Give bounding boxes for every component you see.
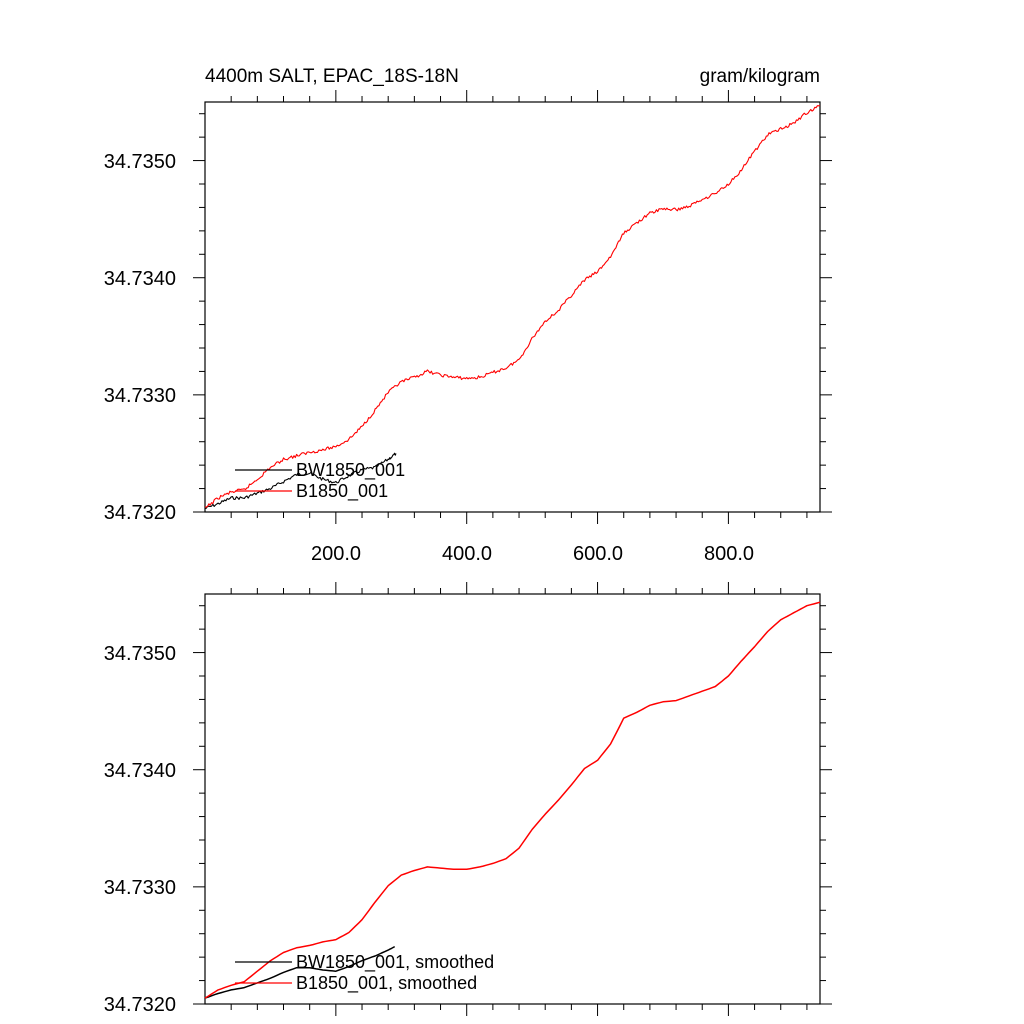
series-line-bw1850-001 [204, 452, 397, 510]
y-tick-label: 34.7340 [104, 760, 176, 782]
legend-top: BW1850_001 B1850_001 [235, 460, 405, 502]
units-label: gram/kilogram [700, 66, 820, 87]
y-tick-label: 34.7350 [104, 151, 176, 173]
y-tick-label: 34.7340 [104, 268, 176, 290]
x-tick-label: 800.0 [704, 543, 754, 565]
legend-label-bw1850: BW1850_001 [296, 460, 405, 481]
series-lines-bottom [204, 601, 821, 999]
y-tick-label: 34.7330 [104, 877, 176, 899]
legend-bottom: BW1850_001, smoothed B1850_001, smoothed [235, 952, 494, 994]
plot-frame-top [204, 101, 821, 513]
x-tick-label: 200.0 [311, 543, 361, 565]
y-tick-label: 34.7330 [104, 385, 176, 407]
series-line-bw1850-001-smoothed [204, 945, 396, 999]
y-tick-labels-top: 34.7320 34.7330 34.7340 34.7350 [104, 151, 176, 524]
legend-label-bw1850-smoothed: BW1850_001, smoothed [296, 952, 494, 973]
x-tick-label: 400.0 [442, 543, 492, 565]
ticks-top [193, 90, 832, 524]
x-tick-label: 600.0 [573, 543, 623, 565]
y-tick-label: 34.7320 [104, 994, 176, 1016]
plot-frame-bottom [204, 593, 821, 1005]
series-lines-top [204, 104, 821, 510]
top-panel: 4400m SALT, EPAC_18S-18N gram/kilogram 3… [104, 66, 832, 565]
y-tick-labels-bottom: 34.7320 34.7330 34.7340 34.7350 [104, 643, 176, 1016]
legend-label-b1850-smoothed: B1850_001, smoothed [296, 973, 477, 994]
series-line-b1850-001-smoothed [204, 601, 821, 999]
series-line-b1850-001 [204, 104, 821, 508]
legend-label-b1850: B1850_001 [296, 481, 388, 502]
y-tick-label: 34.7350 [104, 643, 176, 665]
ticks-bottom [193, 582, 832, 1016]
y-tick-label: 34.7320 [104, 502, 176, 524]
x-tick-labels-top: 200.0 400.0 600.0 800.0 [311, 543, 754, 565]
bottom-panel: 34.7320 34.7330 34.7340 34.7350 BW1850_0… [104, 582, 832, 1016]
chart-title: 4400m SALT, EPAC_18S-18N [205, 66, 459, 87]
